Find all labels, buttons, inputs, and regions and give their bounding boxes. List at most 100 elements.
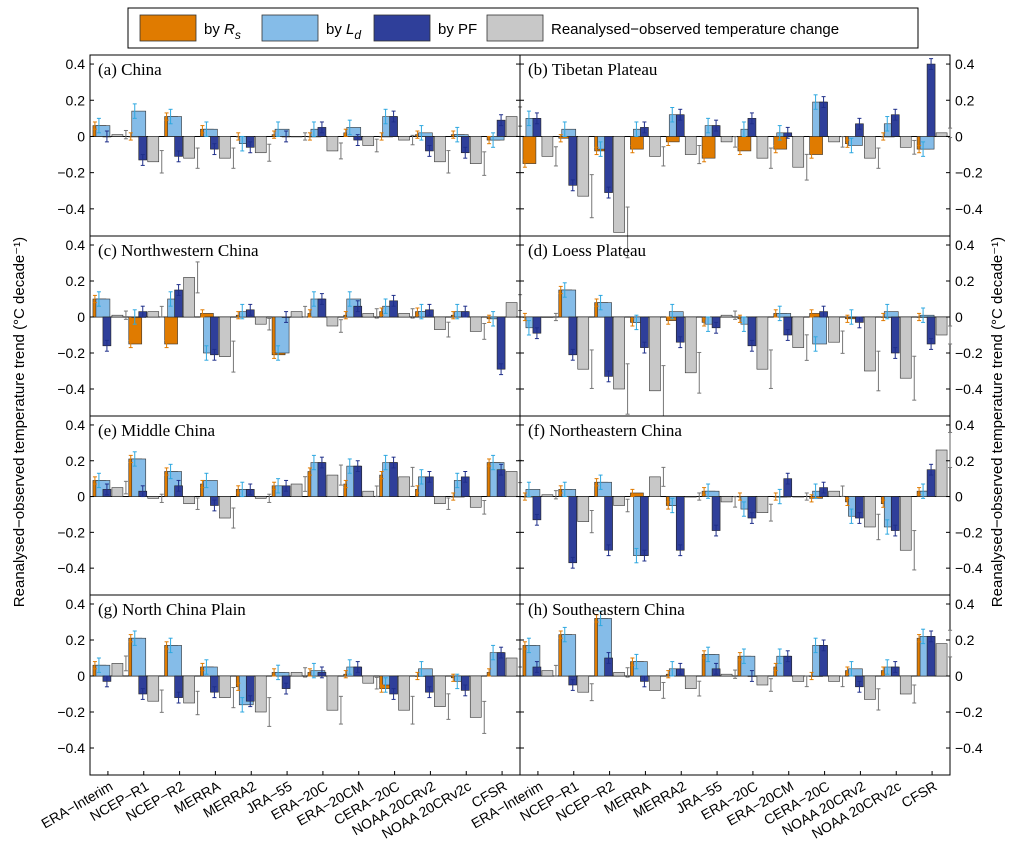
bar-pf bbox=[496, 316, 506, 370]
bar-observed bbox=[684, 496, 697, 498]
bar-ld bbox=[203, 480, 218, 497]
bar-ld bbox=[776, 313, 792, 318]
bar-observed bbox=[362, 490, 375, 497]
bar-pf bbox=[926, 63, 936, 137]
panel-title: (g) North China Plain bbox=[98, 600, 246, 619]
panel-title: (h) Southeastern China bbox=[528, 600, 685, 619]
bar-observed bbox=[219, 675, 231, 698]
bar-observed bbox=[254, 675, 267, 713]
bar-observed bbox=[935, 449, 948, 497]
bar-observed bbox=[326, 474, 339, 497]
bar-observed bbox=[183, 496, 195, 505]
bar-ld bbox=[668, 311, 684, 318]
bar-observed bbox=[613, 672, 625, 677]
bar-observed bbox=[649, 476, 661, 497]
y-tick-label-right: 0 bbox=[955, 309, 963, 325]
y-tick-label-right: 0 bbox=[955, 489, 963, 505]
y-tick-label-right: 0.4 bbox=[955, 56, 975, 72]
bar-observed bbox=[899, 675, 912, 695]
bar-observed bbox=[684, 675, 697, 689]
legend-label: by PF bbox=[438, 21, 477, 38]
bar-ld bbox=[561, 289, 577, 318]
bar-observed bbox=[505, 657, 518, 677]
bar-observed bbox=[577, 675, 590, 693]
bar-ld bbox=[919, 136, 935, 150]
bar-observed bbox=[613, 316, 625, 390]
bar-observed bbox=[111, 314, 124, 318]
bar-observed bbox=[254, 316, 267, 325]
bar-observed bbox=[469, 136, 482, 164]
bar-observed bbox=[505, 471, 518, 497]
bar-ld bbox=[883, 311, 899, 318]
bar-observed bbox=[183, 277, 195, 318]
y-tick-label-left: −0.2 bbox=[57, 345, 85, 361]
bar-observed bbox=[756, 496, 769, 513]
bar-ld bbox=[561, 128, 577, 137]
bar-observed bbox=[434, 136, 446, 163]
bar-observed bbox=[828, 136, 840, 143]
bar-observed bbox=[290, 311, 303, 318]
y-tick-label-left: 0.2 bbox=[66, 453, 86, 469]
y-tick-label-left: 0 bbox=[77, 489, 85, 505]
y-axis-label-left: Reanalysed−observed temperature trend (°… bbox=[11, 237, 28, 607]
y-tick-label-right: −0.2 bbox=[955, 524, 983, 540]
panel-1: (a) China bbox=[89, 54, 523, 237]
panel-frame bbox=[89, 235, 521, 417]
bar-observed bbox=[219, 496, 231, 519]
bar-observed bbox=[219, 316, 231, 357]
y-tick-label-right: 0 bbox=[955, 668, 963, 684]
panel-title: (d) Loess Plateau bbox=[528, 241, 647, 260]
y-tick-label-right: 0.2 bbox=[955, 273, 975, 289]
y-tick-label-left: −0.2 bbox=[57, 524, 85, 540]
panel-3: (c) Northwestern China bbox=[89, 235, 523, 417]
bar-observed bbox=[649, 316, 661, 392]
bar-ld bbox=[489, 136, 505, 141]
axes: −0.4 −0.4 −0.2 −0.2 0 0 0.2 0.2 0.4 0.4 −0.4 −0.4 −0… bbox=[38, 56, 983, 842]
bar-observed bbox=[398, 136, 410, 141]
y-tick-label-left: 0 bbox=[77, 668, 85, 684]
bar-pf bbox=[568, 136, 578, 186]
bar-observed bbox=[720, 314, 733, 318]
y-tick-label-left: −0.2 bbox=[57, 704, 85, 720]
bar-observed bbox=[828, 490, 840, 497]
bar-observed bbox=[541, 670, 554, 677]
bar-observed bbox=[756, 136, 769, 159]
bar-ld bbox=[418, 132, 433, 137]
y-tick-label-right: −0.2 bbox=[955, 704, 983, 720]
bar-ld bbox=[274, 672, 290, 677]
y-axis-label-right: Reanalysed−observed temperature trend (°… bbox=[989, 237, 1006, 607]
bar-observed bbox=[792, 675, 805, 682]
bar-observed bbox=[649, 675, 661, 691]
y-tick-label-right: 0.4 bbox=[955, 417, 975, 433]
bar-pf bbox=[675, 496, 685, 551]
bar-observed bbox=[720, 136, 733, 143]
bar-observed bbox=[147, 311, 160, 318]
bar-observed bbox=[864, 316, 876, 372]
bar-observed bbox=[254, 136, 267, 154]
y-tick-label-right: 0.4 bbox=[955, 237, 975, 253]
bar-observed bbox=[434, 675, 446, 707]
bar-observed bbox=[183, 136, 195, 159]
panel-title: (e) Middle China bbox=[98, 421, 216, 440]
bar-observed bbox=[290, 483, 303, 497]
bar-observed bbox=[935, 132, 948, 137]
bar-observed bbox=[899, 496, 912, 551]
y-tick-label-right: −0.2 bbox=[955, 345, 983, 361]
bar-observed bbox=[935, 316, 948, 336]
bar-ld bbox=[561, 489, 577, 497]
legend-label: Reanalysed−observed temperature change bbox=[551, 21, 839, 38]
bar-observed bbox=[219, 136, 231, 159]
bar-pf bbox=[926, 636, 936, 677]
bar-pf bbox=[604, 136, 613, 193]
bar-observed bbox=[469, 316, 482, 332]
y-tick-label-left: −0.4 bbox=[57, 381, 85, 397]
bar-ld bbox=[848, 668, 863, 677]
bar-observed bbox=[111, 487, 124, 497]
bar-observed bbox=[792, 496, 805, 498]
bar-observed bbox=[935, 643, 948, 677]
bar-observed bbox=[792, 316, 805, 348]
bar-observed bbox=[505, 302, 518, 318]
bar-observed bbox=[792, 136, 805, 168]
bar-observed bbox=[469, 675, 482, 718]
